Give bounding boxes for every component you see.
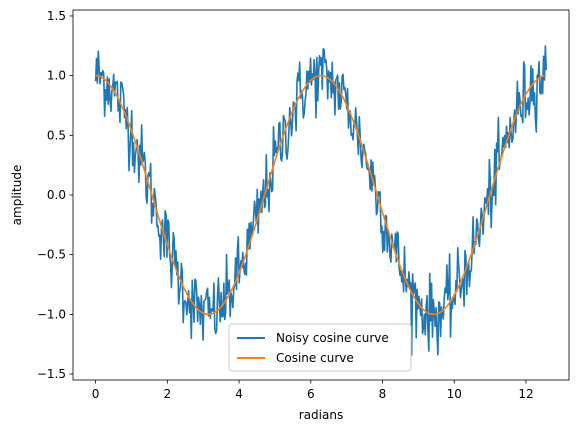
x-tick-label: 2	[164, 387, 172, 401]
x-tick-label: 12	[518, 387, 533, 401]
y-tick-label: 1.0	[47, 69, 66, 83]
legend-label-noisy: Noisy cosine curve	[276, 331, 389, 345]
legend-box	[228, 323, 412, 372]
x-tick-label: 6	[307, 387, 315, 401]
legend-label-cosine: Cosine curve	[276, 351, 354, 365]
y-tick-label: 0.0	[47, 188, 66, 202]
legend: Noisy cosine curve Cosine curve	[228, 323, 412, 372]
x-ticks: 0 2 4 6 8 10 12	[92, 380, 534, 401]
y-tick-label: 1.5	[47, 9, 66, 23]
x-tick-label: 4	[235, 387, 243, 401]
y-axis-label: amplitude	[10, 165, 24, 226]
x-tick-label: 8	[379, 387, 387, 401]
series-noisy-cosine-line	[94, 45, 548, 356]
series-cosine-line	[95, 74, 547, 316]
y-tick-label: −1.5	[37, 367, 66, 381]
series-layer	[94, 45, 548, 356]
x-axis-label: radians	[299, 408, 343, 422]
y-tick-label: 0.5	[47, 128, 66, 142]
x-tick-label: 0	[92, 387, 100, 401]
y-tick-label: −0.5	[37, 248, 66, 262]
x-tick-label: 10	[447, 387, 462, 401]
y-tick-label: −1.0	[37, 307, 66, 321]
y-ticks: −1.5 −1.0 −0.5 0.0 0.5 1.0 1.5	[37, 9, 73, 381]
